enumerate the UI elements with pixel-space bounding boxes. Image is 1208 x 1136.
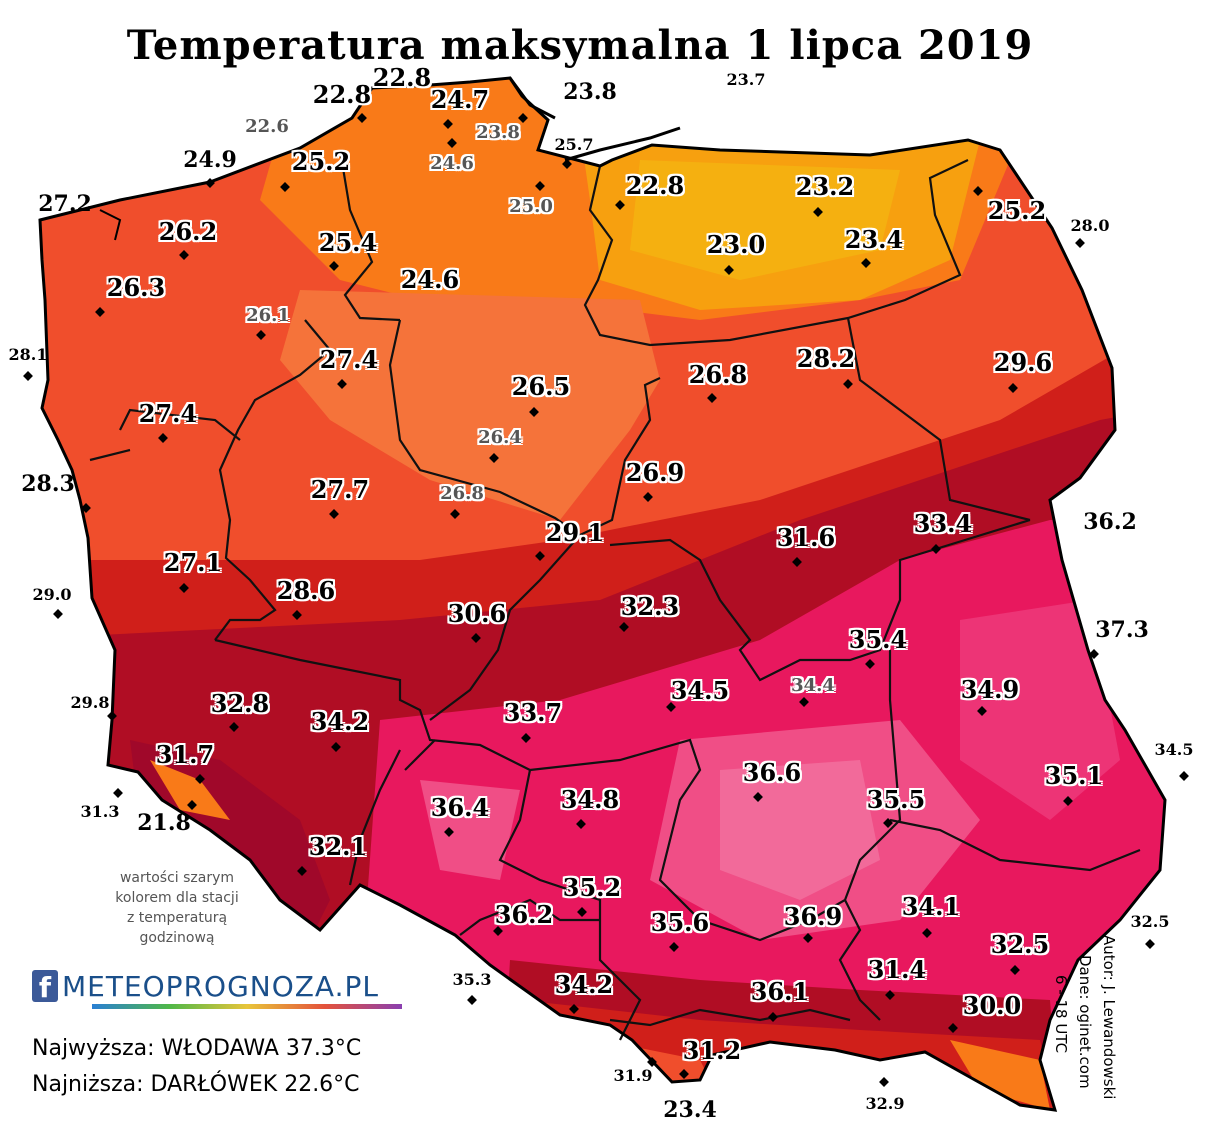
station-temperature-hourly: 26.1 — [246, 305, 290, 326]
station-temperature: 26.8 — [688, 360, 748, 389]
station-temperature-hourly: 23.8 — [476, 122, 520, 143]
station-temperature: 35.4 — [848, 625, 908, 654]
station-temperature: 23.0 — [706, 230, 766, 259]
foreign-station-temperature: 29.0 — [32, 585, 72, 604]
foreign-station-temperature: 25.7 — [554, 135, 594, 154]
facebook-icon[interactable]: f — [32, 970, 58, 1002]
border-station-temperature: 24.9 — [183, 147, 237, 173]
station-temperature: 29.6 — [993, 348, 1053, 377]
credit-author: Autor: J. Lewandowski — [1100, 935, 1118, 1100]
station-temperature: 23.2 — [795, 172, 855, 201]
logo-text: METEOPROGNOZA.PL — [62, 969, 402, 1009]
station-temperature: 36.2 — [494, 900, 554, 929]
foreign-station-temperature: 23.7 — [726, 70, 766, 89]
station-temperature: 35.6 — [650, 908, 710, 937]
credit-time-range: 6 - 18 UTC — [1052, 975, 1070, 1054]
border-station-temperature: 27.2 — [38, 191, 92, 217]
logo-color-bar — [92, 1003, 402, 1009]
meteoprognoza-logo[interactable]: f METEOPROGNOZA.PL — [32, 966, 402, 1009]
station-temperature: 32.5 — [990, 930, 1050, 959]
note-line: godzinową — [139, 930, 215, 946]
border-station-temperature: 21.8 — [137, 810, 191, 836]
station-temperature-hourly: 26.8 — [440, 483, 484, 504]
station-temperature: 27.4 — [319, 345, 379, 374]
voivodeship-borders — [89, 149, 1141, 1041]
station-temperature: 24.7 — [430, 85, 490, 114]
station-temperature: 24.6 — [400, 265, 460, 294]
station-temperature: 26.2 — [158, 217, 218, 246]
foreign-station-temperature: 31.9 — [613, 1066, 653, 1085]
station-temperature: 34.1 — [901, 892, 961, 921]
station-temperature: 26.3 — [106, 273, 166, 302]
station-temperature-hourly: 34.4 — [791, 675, 835, 696]
max-temperature-stat: Najwyższa: WŁODAWA 37.3°C — [32, 1036, 362, 1061]
station-temperature: 36.6 — [742, 758, 802, 787]
station-temperature: 35.1 — [1044, 761, 1104, 790]
station-temperature: 33.7 — [503, 698, 563, 727]
station-temperature: 34.8 — [560, 785, 620, 814]
station-temperature: 33.4 — [913, 509, 973, 538]
legend-note: wartości szarym kolorem dla stacji z tem… — [82, 868, 272, 948]
foreign-station-temperature: 32.9 — [865, 1094, 905, 1113]
station-temperature: 30.0 — [962, 991, 1022, 1020]
station-temperature: 29.1 — [545, 518, 605, 547]
station-temperature: 27.1 — [163, 548, 223, 577]
border-station-temperature: 37.3 — [1095, 617, 1149, 643]
station-temperature: 36.4 — [430, 793, 490, 822]
station-temperature: 25.2 — [987, 196, 1047, 225]
station-temperature: 27.4 — [138, 399, 198, 428]
station-temperature: 27.7 — [310, 475, 370, 504]
border-station-temperature: 23.4 — [663, 1097, 717, 1123]
station-temperature: 31.2 — [682, 1036, 742, 1065]
station-temperature: 32.3 — [620, 592, 680, 621]
station-temperature: 34.5 — [670, 676, 730, 705]
station-temperature: 26.5 — [511, 372, 571, 401]
station-temperature: 34.9 — [960, 675, 1020, 704]
station-temperature: 28.6 — [276, 576, 336, 605]
foreign-station-temperature: 34.5 — [1154, 740, 1194, 759]
station-temperature: 22.8 — [312, 80, 372, 109]
map-title: Temperatura maksymalna 1 lipca 2019 — [126, 22, 1034, 69]
station-temperature: 36.1 — [750, 977, 810, 1006]
station-temperature: 32.1 — [308, 832, 368, 861]
note-line: kolorem dla stacji — [115, 890, 239, 906]
credit-data-source: Dane: oginet.com — [1076, 955, 1094, 1089]
station-temperature-hourly: 22.6 — [245, 116, 289, 137]
border-station-temperature: 23.8 — [563, 79, 617, 105]
foreign-station-temperature: 35.3 — [452, 970, 492, 989]
station-temperature: 25.4 — [318, 228, 378, 257]
station-temperature-hourly: 24.6 — [430, 153, 474, 174]
foreign-station-temperature: 32.5 — [1130, 912, 1170, 931]
station-temperature-hourly: 25.0 — [509, 196, 553, 217]
station-temperature: 34.2 — [554, 970, 614, 999]
station-temperature: 34.2 — [310, 707, 370, 736]
station-temperature: 23.4 — [844, 225, 904, 254]
foreign-station-temperature: 29.8 — [70, 693, 110, 712]
station-temperature: 25.2 — [291, 147, 351, 176]
station-temperature: 31.6 — [776, 523, 836, 552]
foreign-station-temperature: 28.1 — [8, 345, 48, 364]
note-line: wartości szarym — [119, 870, 235, 886]
border-station-temperature: 36.2 — [1083, 509, 1137, 535]
station-temperature: 35.5 — [866, 785, 926, 814]
foreign-station-temperature: 31.3 — [80, 802, 120, 821]
foreign-station-temperature: 28.0 — [1070, 216, 1110, 235]
border-station-temperature: 28.3 — [21, 471, 75, 497]
min-temperature-stat: Najniższa: DARŁÓWEK 22.6°C — [32, 1072, 360, 1097]
station-temperature: 32.8 — [210, 689, 270, 718]
station-temperature: 31.7 — [155, 740, 215, 769]
station-temperature: 22.8 — [372, 63, 432, 92]
station-temperature: 22.8 — [625, 171, 685, 200]
station-temperature: 30.6 — [447, 599, 507, 628]
note-line: z temperaturą — [126, 910, 228, 926]
station-temperature: 26.9 — [625, 458, 685, 487]
station-temperature-hourly: 26.4 — [478, 427, 522, 448]
logo-wordmark: METEOPROGNOZA.PL — [62, 969, 379, 1003]
station-temperature: 28.2 — [796, 344, 856, 373]
station-temperature: 36.9 — [783, 902, 843, 931]
station-temperature: 31.4 — [867, 955, 927, 984]
station-temperature: 35.2 — [562, 873, 622, 902]
